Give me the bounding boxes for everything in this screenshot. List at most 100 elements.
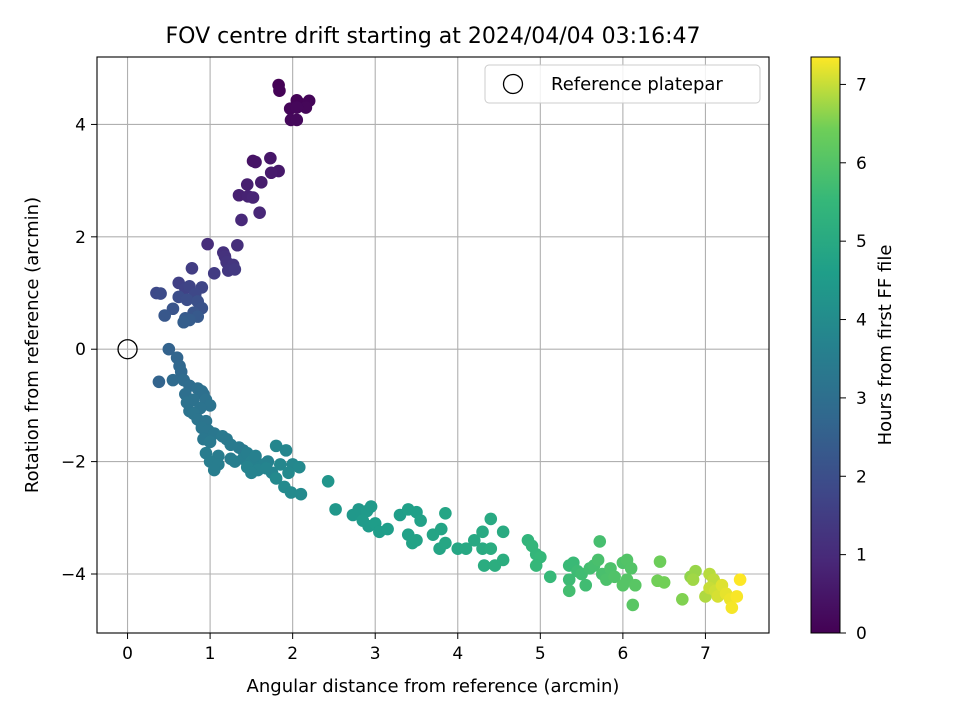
data-point <box>249 155 262 169</box>
colorbar-tick-label: 1 <box>856 546 867 566</box>
x-tick-label: 4 <box>452 644 463 664</box>
y-tick-label: 2 <box>75 228 86 248</box>
data-point <box>254 176 268 189</box>
data-point <box>626 598 640 612</box>
data-point <box>207 463 221 477</box>
x-tick-label: 1 <box>205 644 216 664</box>
data-point <box>231 238 244 252</box>
x-tick-label: 5 <box>535 644 546 664</box>
data-point <box>624 562 638 575</box>
colorbar-tick-label: 5 <box>856 232 867 252</box>
legend: Reference platepar <box>484 64 761 104</box>
data-point <box>657 576 671 589</box>
data-point <box>245 466 258 480</box>
data-point <box>284 486 298 499</box>
data-point <box>410 533 423 547</box>
data-point <box>246 191 260 204</box>
data-point <box>249 449 262 463</box>
y-tick-label: 4 <box>75 115 86 135</box>
data-point <box>203 399 217 412</box>
data-point <box>591 553 605 567</box>
data-point <box>496 525 510 539</box>
data-point <box>180 293 194 307</box>
data-point <box>269 439 283 453</box>
data-point <box>562 584 576 598</box>
y-axis-ticks: −4 −2 0 2 4 <box>61 115 97 585</box>
data-point <box>434 522 448 536</box>
data-point <box>730 590 744 603</box>
data-point <box>240 178 254 191</box>
y-tick-label: 0 <box>75 340 86 360</box>
x-tick-label: 2 <box>287 644 298 664</box>
data-point <box>152 375 166 389</box>
plot-frame <box>96 56 770 634</box>
colorbar-tick-label: 6 <box>856 154 867 174</box>
data-point <box>364 500 378 513</box>
reference-platepar-marker <box>117 339 138 360</box>
colorbar <box>810 56 841 634</box>
data-point <box>593 535 607 548</box>
data-point <box>290 113 304 127</box>
data-point <box>292 460 306 474</box>
data-point <box>628 578 642 592</box>
colorbar-tick-label: 0 <box>856 624 867 644</box>
data-point <box>279 444 293 457</box>
data-point <box>414 514 427 527</box>
data-point <box>467 533 481 547</box>
data-point <box>329 503 342 516</box>
data-point <box>264 151 277 165</box>
data-point <box>562 573 576 586</box>
x-tick-label: 6 <box>617 644 628 664</box>
data-point <box>616 578 630 592</box>
data-point <box>201 237 214 251</box>
data-point <box>381 522 394 536</box>
data-point <box>484 512 498 526</box>
x-tick-label: 0 <box>122 644 133 664</box>
colorbar-ticks: 0 1 2 3 4 5 6 7 <box>840 75 867 644</box>
data-point <box>477 559 491 572</box>
data-point <box>228 263 242 276</box>
y-tick-label: −4 <box>61 565 86 585</box>
data-point <box>439 536 452 550</box>
data-point <box>294 487 308 501</box>
data-point <box>158 309 171 322</box>
data-point <box>253 206 266 219</box>
colorbar-tick-label: 4 <box>856 311 867 331</box>
x-axis-label: Angular distance from reference (arcmin) <box>247 676 620 697</box>
data-point <box>154 287 167 300</box>
data-point <box>207 267 221 280</box>
data-point <box>299 101 313 114</box>
data-point <box>321 474 335 488</box>
data-point <box>496 553 510 567</box>
x-axis-ticks: 0 1 2 3 4 5 6 7 <box>122 633 711 664</box>
data-point <box>459 542 473 556</box>
data-point <box>269 472 283 485</box>
data-point <box>290 101 304 114</box>
colorbar-label: Hours from first FF file <box>875 245 896 446</box>
data-point <box>676 592 689 606</box>
legend-marker <box>502 73 524 95</box>
data-point <box>203 435 217 449</box>
chart-title: FOV centre drift starting at 2024/04/04 … <box>166 24 701 49</box>
data-point <box>259 462 273 475</box>
data-points <box>150 78 747 615</box>
data-point <box>439 507 452 520</box>
grid <box>97 57 769 633</box>
data-point <box>264 166 278 180</box>
y-axis-label: Rotation from reference (arcmin) <box>22 197 43 493</box>
data-point <box>476 525 489 539</box>
data-point <box>653 555 667 568</box>
data-point <box>529 559 543 572</box>
x-tick-label: 7 <box>700 644 711 664</box>
data-point <box>484 542 498 556</box>
data-point <box>579 578 593 592</box>
data-point <box>608 570 621 584</box>
data-point <box>725 601 739 615</box>
data-point <box>273 458 287 471</box>
colorbar-tick-label: 7 <box>856 75 867 95</box>
data-point <box>282 466 295 480</box>
data-point <box>185 261 199 275</box>
legend-label: Reference platepar <box>551 74 723 95</box>
data-point <box>177 315 190 329</box>
